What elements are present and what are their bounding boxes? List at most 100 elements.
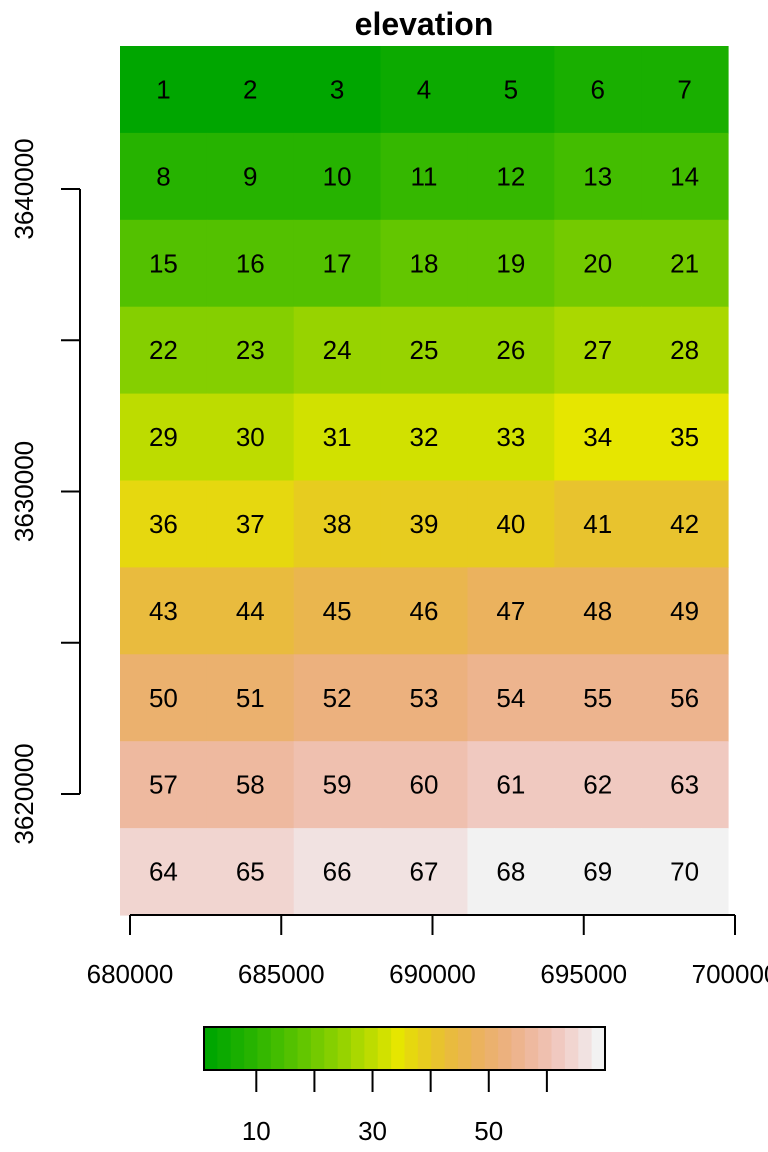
x-tick-label: 695000 <box>540 959 627 989</box>
raster-cell <box>293 132 382 221</box>
cell-label: 69 <box>583 857 612 887</box>
cell-label: 13 <box>583 161 612 191</box>
cell-label: 32 <box>410 422 439 452</box>
legend-color-bin <box>284 1027 299 1070</box>
raster-cell <box>641 828 729 916</box>
cell-label: 6 <box>590 74 604 104</box>
cell-label: 65 <box>236 857 265 887</box>
legend-color-bin <box>310 1027 325 1070</box>
chart-title: elevation <box>355 6 494 42</box>
raster-cell <box>641 741 729 829</box>
raster-cell <box>467 46 555 134</box>
cell-label: 57 <box>149 770 178 800</box>
legend-color-bin <box>351 1027 365 1070</box>
cell-label: 3 <box>330 74 344 104</box>
raster-cell <box>293 393 382 482</box>
cell-label: 66 <box>323 857 352 887</box>
raster-cell <box>120 828 208 916</box>
legend-color-bin <box>204 1027 218 1070</box>
legend-color-bin <box>524 1027 539 1070</box>
legend-color-bin <box>270 1027 285 1070</box>
raster-cell <box>380 828 469 916</box>
cell-label: 50 <box>149 683 178 713</box>
legend-color-bin <box>324 1027 339 1070</box>
raster-cell <box>641 654 729 742</box>
cell-label: 46 <box>410 596 439 626</box>
raster-cell <box>380 46 469 134</box>
raster-cell <box>554 654 642 742</box>
cell-label: 67 <box>410 857 439 887</box>
x-tick-label: 690000 <box>389 959 476 989</box>
y-tick-label: 3630000 <box>9 441 39 542</box>
cell-label: 44 <box>236 596 265 626</box>
raster-cell <box>206 46 295 134</box>
legend-tick-label: 10 <box>242 1116 271 1146</box>
cell-label: 56 <box>670 683 699 713</box>
legend-color-bin <box>364 1027 379 1070</box>
raster-cell <box>467 306 555 395</box>
raster-cell <box>554 741 642 829</box>
raster-cell <box>554 828 642 916</box>
raster-cell <box>293 306 382 395</box>
raster-cell <box>641 480 729 568</box>
cell-label: 12 <box>496 161 525 191</box>
cell-label: 19 <box>496 248 525 278</box>
cell-label: 1 <box>156 74 170 104</box>
raster-cell <box>120 480 208 568</box>
legend-color-bin <box>230 1027 245 1070</box>
cell-label: 60 <box>410 770 439 800</box>
y-tick-label: 3640000 <box>9 138 39 239</box>
raster-cell <box>120 46 208 134</box>
raster-cell <box>641 393 729 482</box>
raster-cell <box>380 393 469 482</box>
cell-label: 9 <box>243 161 257 191</box>
raster-cell <box>120 567 208 655</box>
legend-color-bin <box>484 1027 499 1070</box>
raster-cell <box>380 480 469 568</box>
legend-color-bin <box>511 1027 526 1070</box>
raster-cell <box>380 219 469 308</box>
cell-label: 21 <box>670 248 699 278</box>
cell-label: 24 <box>323 335 352 365</box>
cell-label: 40 <box>496 509 525 539</box>
legend-color-bin <box>417 1027 432 1070</box>
cell-label: 45 <box>323 596 352 626</box>
cell-label: 51 <box>236 683 265 713</box>
raster-cell <box>206 828 295 916</box>
raster-cell <box>554 393 642 482</box>
legend-color-bin <box>457 1027 472 1070</box>
cell-label: 8 <box>156 161 170 191</box>
raster-cell <box>293 567 382 655</box>
legend-color-bin <box>257 1027 272 1070</box>
cell-label: 29 <box>149 422 178 452</box>
cell-label: 62 <box>583 770 612 800</box>
cell-label: 47 <box>496 596 525 626</box>
cell-label: 58 <box>236 770 265 800</box>
cell-label: 70 <box>670 857 699 887</box>
cell-label: 28 <box>670 335 699 365</box>
raster-cell <box>554 480 642 568</box>
cell-label: 53 <box>410 683 439 713</box>
raster-cell <box>293 828 382 916</box>
legend-color-bin <box>391 1027 405 1070</box>
raster-cell <box>554 306 642 395</box>
cell-label: 49 <box>670 596 699 626</box>
legend-color-bin <box>471 1027 486 1070</box>
cell-label: 36 <box>149 509 178 539</box>
raster-cell <box>120 393 208 482</box>
raster-cell <box>641 132 729 221</box>
cell-label: 22 <box>149 335 178 365</box>
raster-cell <box>467 132 555 221</box>
raster-cell <box>120 132 208 221</box>
raster-cell <box>206 741 295 829</box>
cell-label: 26 <box>496 335 525 365</box>
raster-cell <box>206 306 295 395</box>
legend-color-bin <box>377 1027 392 1070</box>
raster-cell <box>380 741 469 829</box>
cell-label: 5 <box>504 74 518 104</box>
cell-label: 23 <box>236 335 265 365</box>
cell-label: 48 <box>583 596 612 626</box>
raster-cell <box>467 219 555 308</box>
raster-cell <box>554 567 642 655</box>
